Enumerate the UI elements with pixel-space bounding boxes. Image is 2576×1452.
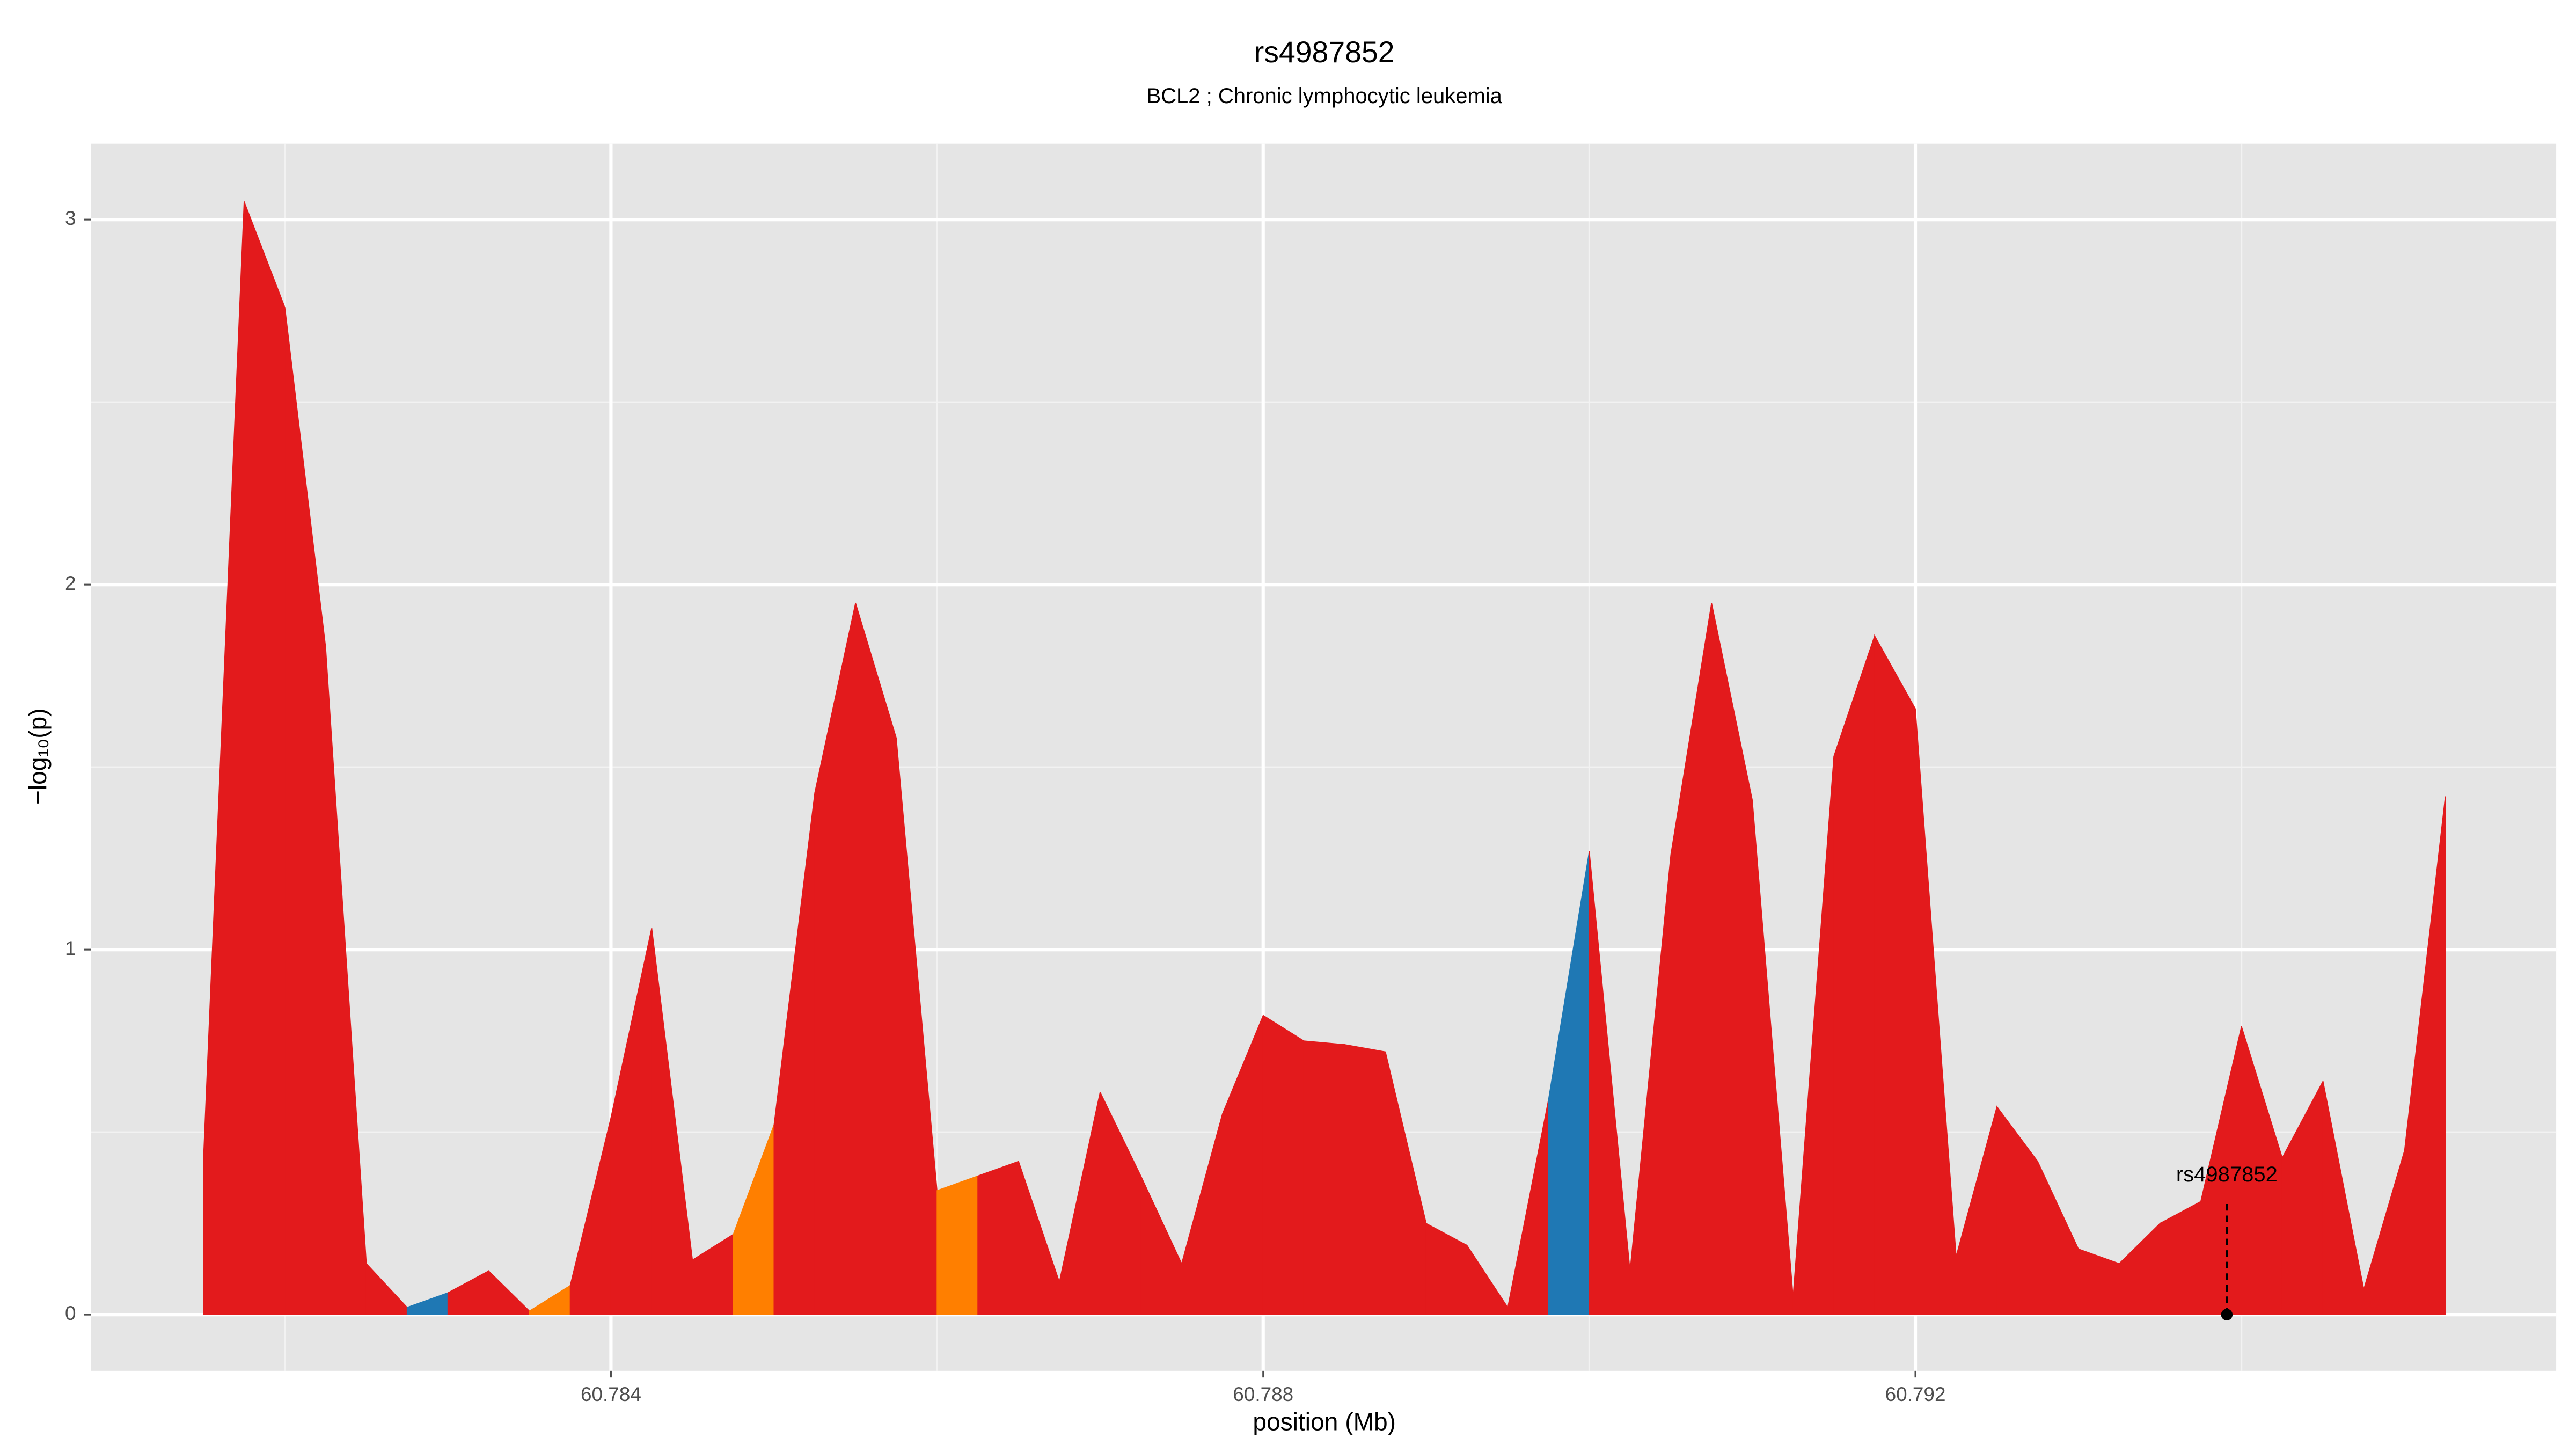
y-axis-label: −log₁₀(p) [24, 708, 52, 805]
y-tick-label: 0 [65, 1302, 76, 1324]
chart-title: rs4987852 [1254, 35, 1395, 69]
x-tick-label: 60.784 [581, 1383, 641, 1405]
annotation-point [2221, 1309, 2233, 1320]
y-tick-label: 2 [65, 572, 76, 594]
area-segment [244, 201, 286, 1315]
x-axis-label: position (Mb) [1253, 1407, 1396, 1435]
area-segment [2404, 796, 2446, 1315]
area-segment [1344, 1044, 1386, 1315]
area-segment [977, 1161, 1019, 1315]
area-segment [1874, 634, 1916, 1315]
y-tick-label: 3 [65, 207, 76, 229]
area-segment [1262, 1015, 1305, 1315]
y-tick-label: 1 [65, 937, 76, 959]
chart-subtitle: BCL2 ; Chronic lymphocytic leukemia [1146, 84, 1502, 108]
area-segment [1833, 636, 1875, 1315]
area-segment [936, 1175, 978, 1315]
area-segment [1303, 1040, 1345, 1315]
annotation-label: rs4987852 [2176, 1163, 2278, 1186]
x-tick-label: 60.792 [1885, 1383, 1946, 1405]
x-tick-label: 60.788 [1233, 1383, 1293, 1405]
